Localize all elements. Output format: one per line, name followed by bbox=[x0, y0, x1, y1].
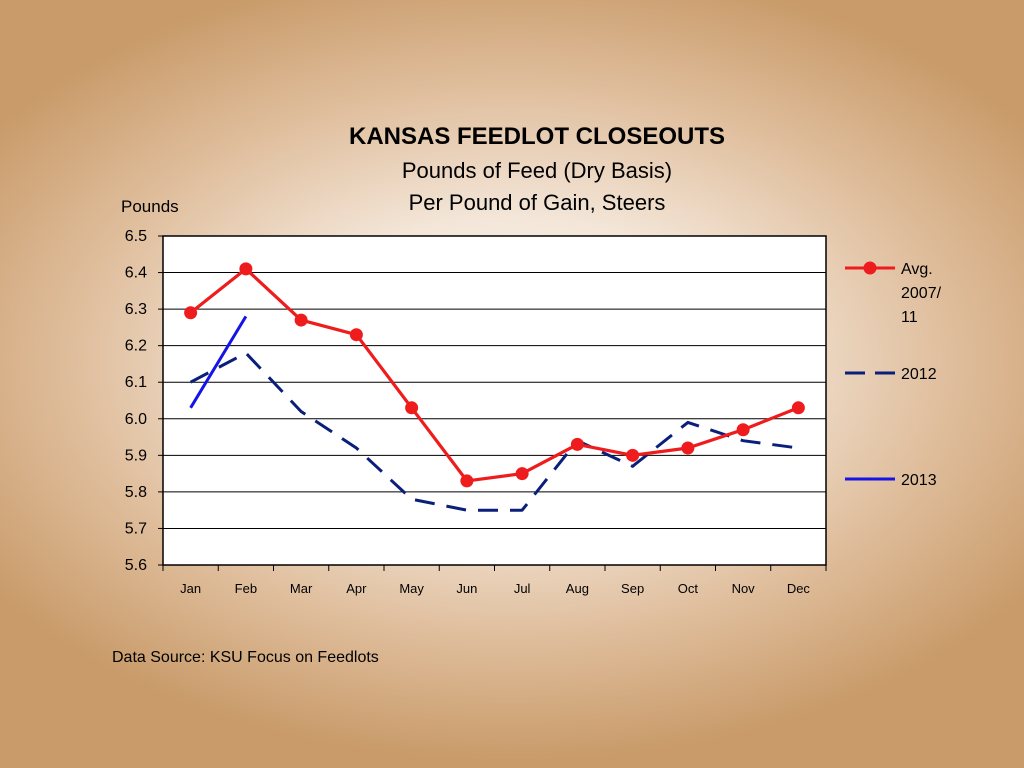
data-point bbox=[184, 306, 198, 320]
x-tick-label: Jan bbox=[180, 581, 201, 596]
series-layer bbox=[184, 262, 805, 512]
x-axis-ticks: Jan Feb Mar Apr May Jun Jul Aug Sep Oct Nov Dec bbox=[162, 565, 827, 596]
data-point bbox=[570, 437, 584, 451]
y-tick-label: 5.6 bbox=[125, 557, 147, 574]
legend-label: 2007/ bbox=[901, 285, 942, 302]
x-tick-label: Dec bbox=[787, 581, 811, 596]
y-tick-label: 6.3 bbox=[125, 301, 147, 318]
data-point bbox=[736, 423, 750, 437]
y-tick-label: 6.1 bbox=[125, 374, 147, 391]
x-tick-label: Nov bbox=[732, 581, 756, 596]
y-tick-label: 6.5 bbox=[125, 228, 147, 245]
x-tick-label: Oct bbox=[678, 581, 699, 596]
y-tick-label: 5.7 bbox=[125, 520, 147, 537]
chart-subtitle-line-2: Per Pound of Gain, Steers bbox=[409, 190, 666, 215]
y-tick-label: 5.8 bbox=[125, 484, 147, 501]
data-point bbox=[460, 474, 474, 488]
legend-label: Avg. bbox=[901, 261, 933, 278]
y-tick-label: 5.9 bbox=[125, 447, 147, 464]
chart-title: KANSAS FEEDLOT CLOSEOUTS bbox=[349, 123, 725, 150]
legend-label: 11 bbox=[901, 309, 918, 326]
data-point bbox=[791, 401, 805, 415]
x-tick-label: May bbox=[399, 581, 424, 596]
legend: Avg. 2007/11 2012 2013 bbox=[845, 261, 942, 489]
x-tick-label: Jul bbox=[514, 581, 531, 596]
legend-label: 2013 bbox=[901, 472, 937, 489]
data-point bbox=[515, 467, 529, 481]
y-tick-label: 6.2 bbox=[125, 338, 147, 355]
series-line-2012 bbox=[189, 351, 799, 512]
data-point bbox=[626, 448, 640, 462]
x-tick-label: Aug bbox=[566, 581, 589, 596]
data-point bbox=[294, 313, 308, 327]
series-line-avg-2007-11 bbox=[189, 267, 799, 483]
data-point bbox=[681, 441, 695, 455]
legend-label: 2012 bbox=[901, 366, 937, 383]
data-point bbox=[239, 262, 253, 276]
gridlines bbox=[163, 272, 826, 529]
x-tick-label: Mar bbox=[290, 581, 313, 596]
x-tick-label: Feb bbox=[235, 581, 257, 596]
chart-subtitle-line-1: Pounds of Feed (Dry Basis) bbox=[402, 158, 672, 183]
y-axis-ticks: 6.5 6.4 6.3 6.2 6.1 6.0 5.9 5.8 5.7 5.6 bbox=[125, 228, 163, 574]
y-axis-label: Pounds bbox=[121, 197, 179, 216]
x-tick-label: Jun bbox=[456, 581, 477, 596]
x-tick-label: Sep bbox=[621, 581, 644, 596]
data-point bbox=[349, 328, 363, 342]
data-source-note: Data Source: KSU Focus on Feedlots bbox=[112, 649, 379, 666]
y-tick-label: 6.4 bbox=[125, 265, 147, 282]
series-line-2013 bbox=[189, 315, 248, 409]
data-point bbox=[405, 401, 419, 415]
legend-marker bbox=[863, 261, 877, 275]
x-tick-label: Apr bbox=[346, 581, 367, 596]
y-tick-label: 6.0 bbox=[125, 411, 147, 428]
